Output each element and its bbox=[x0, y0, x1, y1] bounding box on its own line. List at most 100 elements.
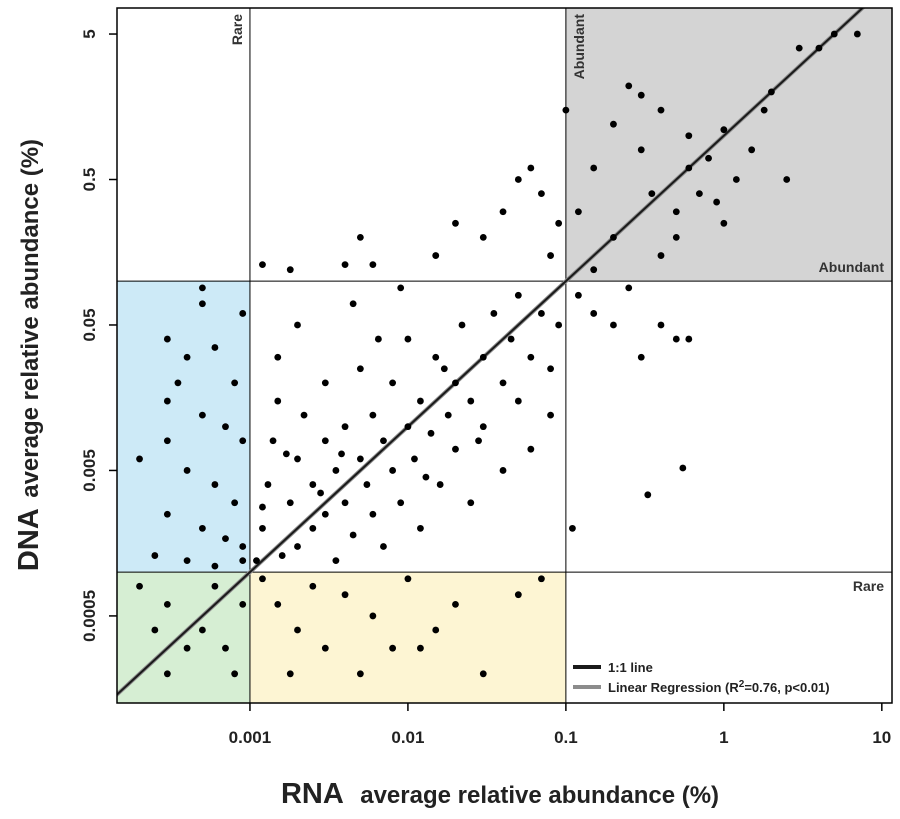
point bbox=[547, 252, 554, 259]
point bbox=[499, 467, 507, 474]
point bbox=[309, 582, 317, 590]
point bbox=[427, 429, 435, 437]
point bbox=[369, 261, 377, 269]
point bbox=[404, 423, 412, 431]
point bbox=[211, 481, 219, 488]
point bbox=[222, 644, 229, 652]
point bbox=[685, 164, 693, 172]
point bbox=[369, 510, 377, 518]
point bbox=[231, 379, 239, 387]
point bbox=[657, 106, 665, 114]
point bbox=[547, 411, 554, 419]
point bbox=[151, 552, 159, 559]
point bbox=[610, 321, 617, 329]
point bbox=[527, 353, 535, 361]
point bbox=[274, 397, 282, 405]
point bbox=[151, 626, 159, 634]
point bbox=[163, 601, 171, 608]
point bbox=[397, 284, 405, 292]
y-tick-label: 0.05 bbox=[80, 308, 99, 341]
point bbox=[163, 670, 171, 678]
point bbox=[231, 670, 239, 678]
point bbox=[590, 310, 598, 317]
point bbox=[183, 467, 191, 474]
point bbox=[389, 379, 397, 387]
point bbox=[479, 423, 487, 431]
point bbox=[380, 543, 387, 550]
point bbox=[317, 489, 324, 497]
point bbox=[452, 379, 459, 387]
point bbox=[815, 44, 823, 52]
point bbox=[239, 310, 247, 317]
point bbox=[422, 473, 430, 481]
zone-label: Rare bbox=[853, 578, 884, 594]
point bbox=[278, 552, 286, 559]
point bbox=[198, 626, 206, 634]
point bbox=[452, 219, 459, 227]
point bbox=[136, 582, 143, 590]
point bbox=[286, 499, 294, 507]
point bbox=[404, 575, 412, 583]
point bbox=[411, 455, 418, 463]
point bbox=[183, 644, 191, 652]
point bbox=[294, 321, 301, 329]
point bbox=[211, 344, 219, 351]
y-tick-label: 0.5 bbox=[80, 168, 99, 192]
identity-line bbox=[117, 8, 865, 696]
point bbox=[198, 411, 206, 419]
point bbox=[637, 146, 645, 154]
point bbox=[183, 353, 191, 361]
point bbox=[795, 44, 803, 52]
point bbox=[490, 310, 498, 317]
point bbox=[239, 543, 247, 550]
point bbox=[672, 208, 680, 216]
point bbox=[341, 423, 349, 431]
point bbox=[294, 455, 301, 463]
point bbox=[499, 208, 507, 216]
point bbox=[356, 670, 364, 678]
point bbox=[321, 437, 329, 445]
point bbox=[768, 88, 775, 96]
point bbox=[590, 164, 598, 172]
point bbox=[590, 266, 598, 274]
point bbox=[321, 379, 329, 387]
point bbox=[685, 132, 693, 140]
legend-label-part: =0.76, p<0.01) bbox=[744, 680, 829, 695]
point bbox=[732, 176, 740, 183]
point bbox=[479, 353, 487, 361]
point bbox=[760, 106, 768, 114]
point bbox=[672, 335, 680, 343]
point bbox=[555, 219, 563, 227]
zone-abundant bbox=[565, 8, 892, 282]
point bbox=[356, 365, 364, 373]
point bbox=[356, 233, 364, 241]
point bbox=[211, 582, 219, 590]
point bbox=[286, 670, 294, 678]
point bbox=[657, 252, 665, 259]
point bbox=[341, 591, 349, 599]
point bbox=[685, 335, 693, 343]
point bbox=[444, 411, 452, 419]
point bbox=[369, 411, 377, 419]
point bbox=[369, 612, 377, 620]
point bbox=[264, 481, 272, 488]
point bbox=[432, 353, 440, 361]
point bbox=[637, 91, 645, 99]
point bbox=[610, 120, 617, 128]
point bbox=[452, 601, 459, 608]
x-tick-label: 1 bbox=[719, 728, 728, 747]
point bbox=[259, 503, 266, 511]
point bbox=[555, 321, 563, 329]
point bbox=[672, 233, 680, 241]
zone-label: Abundant bbox=[571, 14, 587, 80]
x-tick-label: 0.01 bbox=[391, 728, 424, 747]
point bbox=[274, 353, 282, 361]
point bbox=[349, 300, 357, 308]
point bbox=[644, 491, 652, 499]
point bbox=[321, 644, 329, 652]
point bbox=[625, 284, 633, 292]
x-tick-label: 0.1 bbox=[554, 728, 578, 747]
point bbox=[163, 397, 171, 405]
point bbox=[479, 233, 487, 241]
